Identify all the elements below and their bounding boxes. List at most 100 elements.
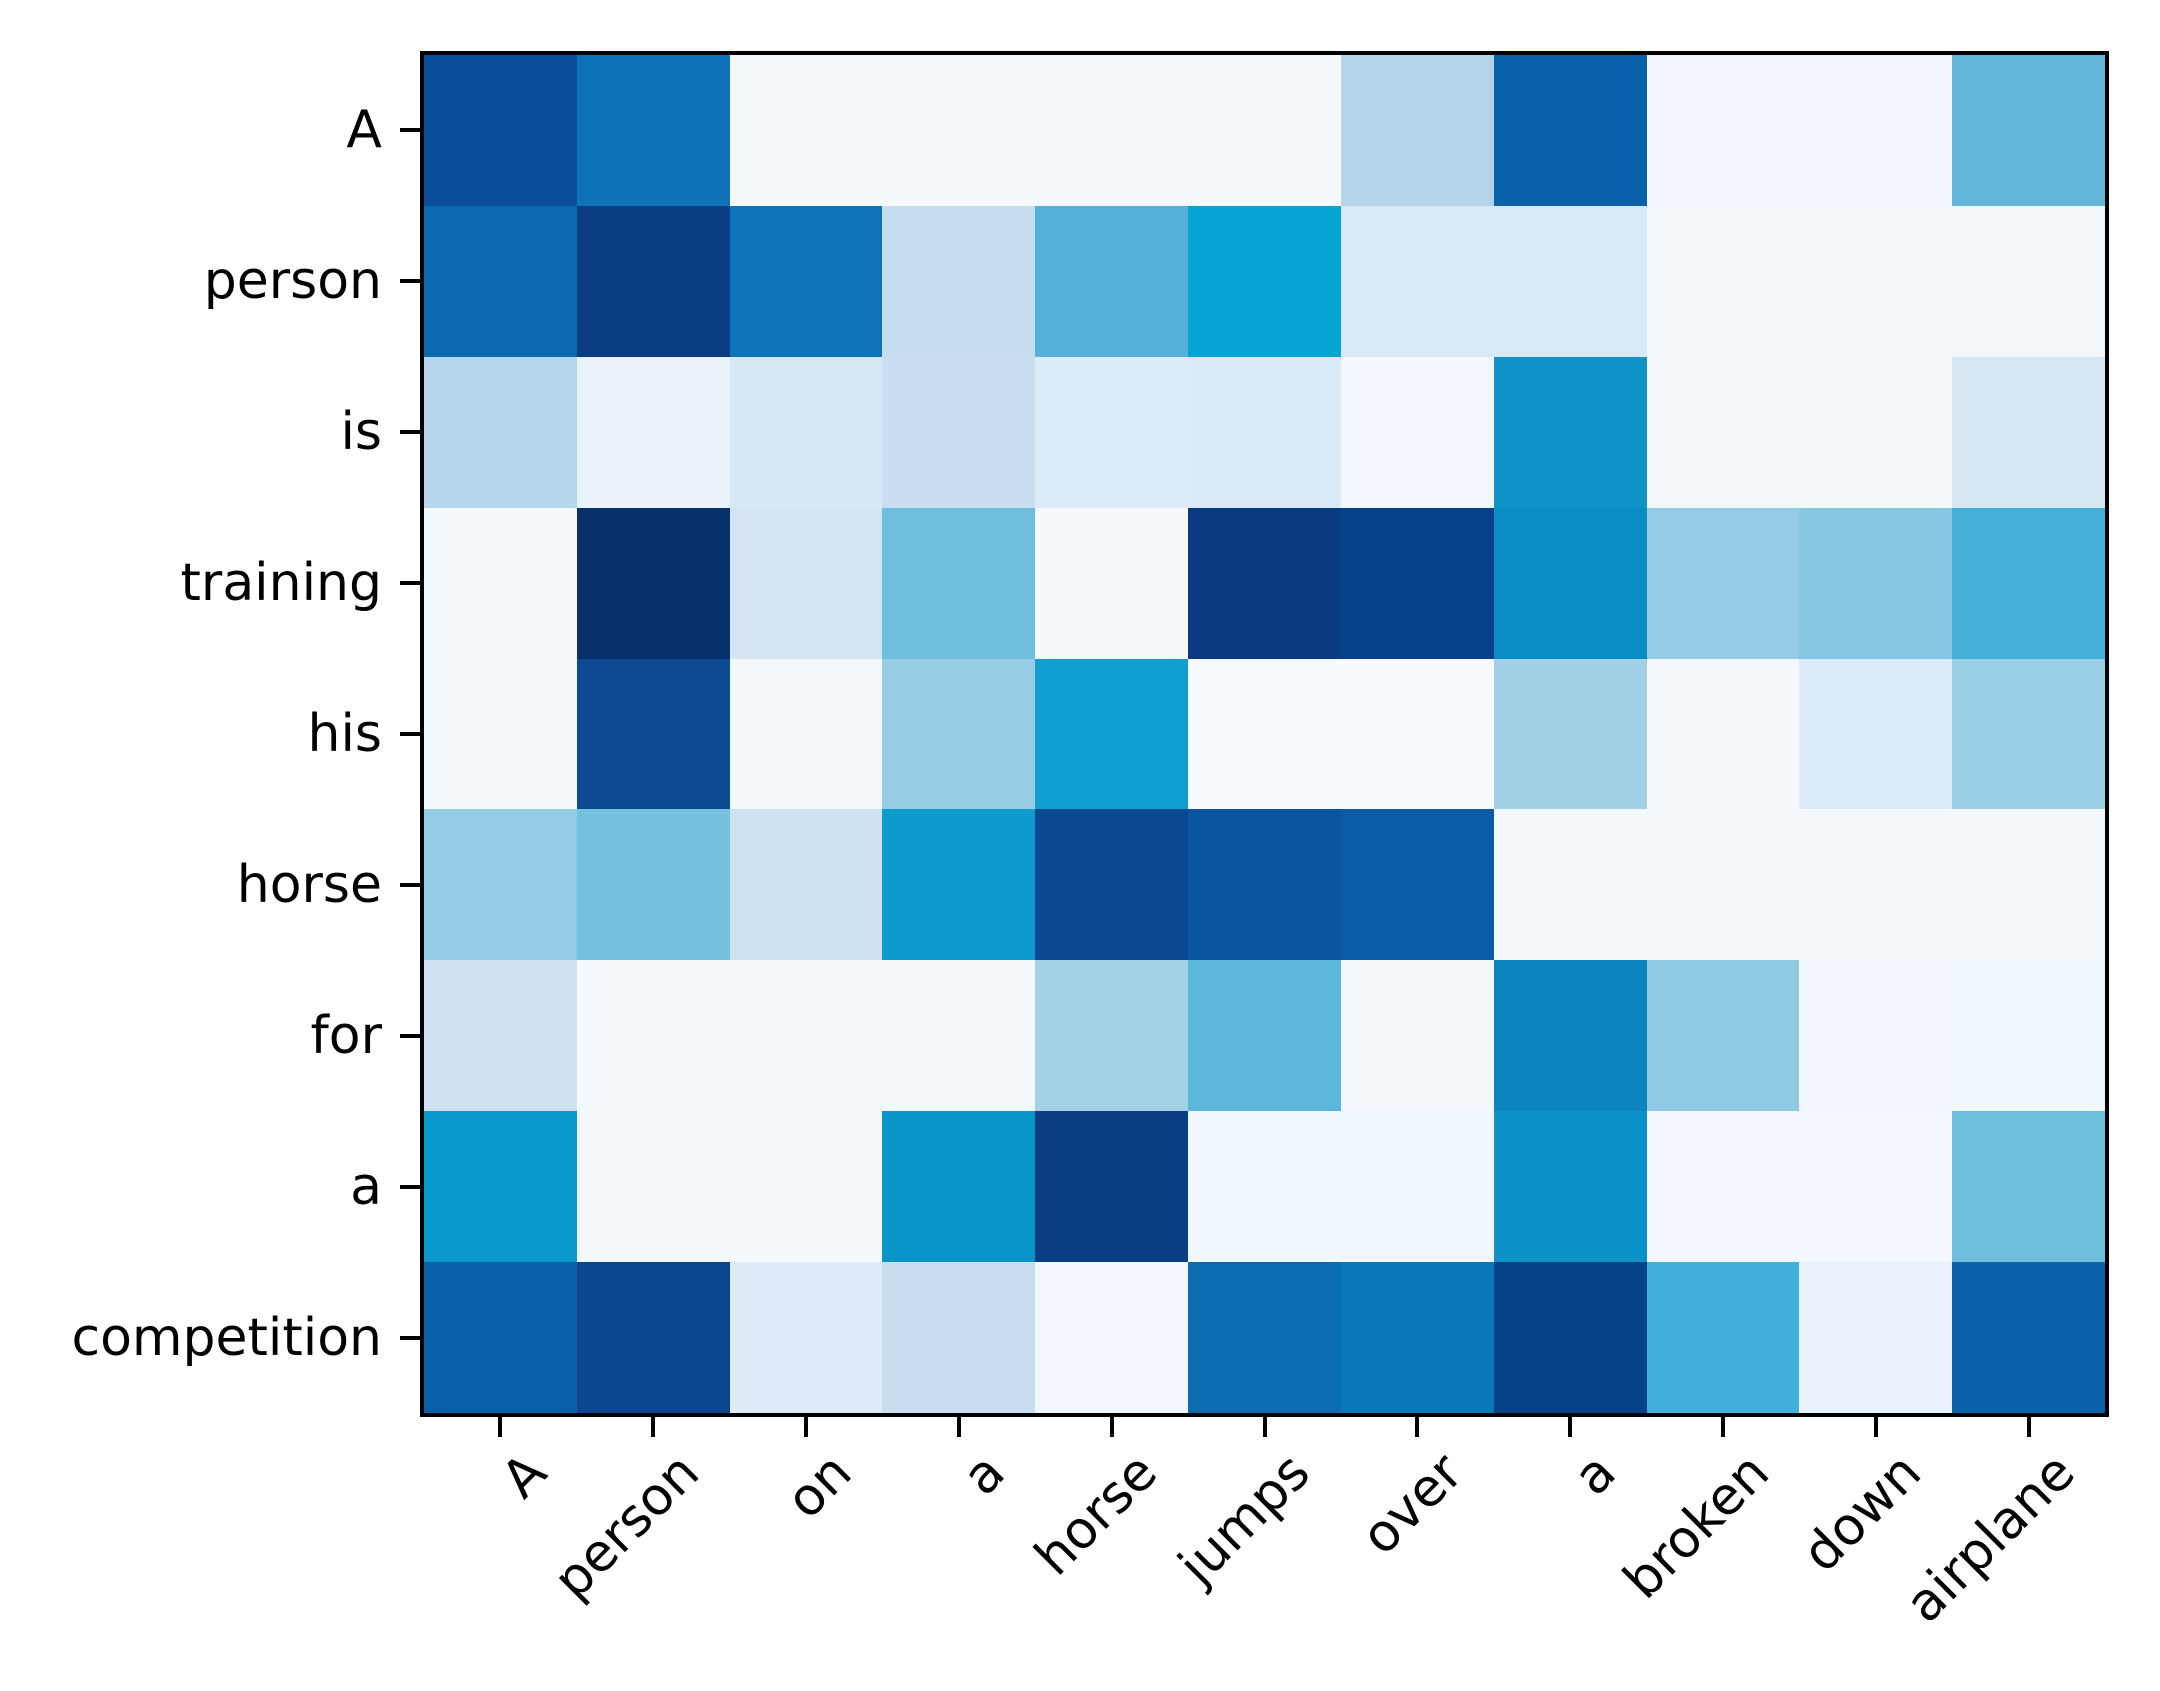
heatmap-cell xyxy=(576,356,730,508)
y-tick xyxy=(400,128,420,133)
heatmap-cell xyxy=(882,1111,1036,1263)
x-tick xyxy=(1262,1417,1267,1437)
heatmap-cell xyxy=(729,960,883,1112)
heatmap-cell xyxy=(424,1262,577,1413)
heatmap-cell xyxy=(1188,55,1341,206)
x-tick-label: broken xyxy=(1612,1442,1781,1611)
heatmap-cell xyxy=(1340,356,1494,508)
y-tick xyxy=(400,1033,420,1038)
heatmap-cell xyxy=(1952,356,2105,508)
heatmap-cell xyxy=(1799,658,1953,810)
heatmap-cell xyxy=(729,1262,883,1413)
heatmap-cell xyxy=(882,356,1036,508)
y-tick xyxy=(400,882,420,887)
x-tick xyxy=(1720,1417,1725,1437)
heatmap-cell xyxy=(424,55,577,206)
heatmap-cell xyxy=(1340,205,1494,357)
heatmap-cell xyxy=(1646,356,1800,508)
heatmap-cell xyxy=(576,658,730,810)
heatmap-cell xyxy=(1493,1262,1647,1413)
y-tick xyxy=(400,581,420,586)
heatmap-cell xyxy=(424,658,577,810)
heatmap-cell xyxy=(424,507,577,659)
heatmap-cell xyxy=(1340,55,1494,206)
heatmap-cell xyxy=(1035,960,1189,1112)
y-tick-label: a xyxy=(350,1156,382,1217)
heatmap-cell xyxy=(1952,1111,2105,1263)
heatmap-cell xyxy=(882,1262,1036,1413)
heatmap-cell xyxy=(1493,356,1647,508)
heatmap-cell xyxy=(424,1111,577,1263)
heatmap-cell xyxy=(1340,960,1494,1112)
heatmap-cell xyxy=(882,55,1036,206)
x-tick-label: on xyxy=(775,1442,864,1531)
heatmap-cell xyxy=(729,205,883,357)
heatmap-cell xyxy=(1493,55,1647,206)
x-tick-label: a xyxy=(1562,1442,1628,1508)
heatmap-cell xyxy=(576,55,730,206)
x-tick xyxy=(1109,1417,1114,1437)
heatmap-cell xyxy=(1035,1262,1189,1413)
heatmap-cell xyxy=(1952,960,2105,1112)
heatmap-cell xyxy=(1952,507,2105,659)
heatmap-cell xyxy=(1493,507,1647,659)
heatmap-cell xyxy=(1188,205,1341,357)
heatmap-cell xyxy=(882,205,1036,357)
heatmap-cell xyxy=(1340,658,1494,810)
x-tick xyxy=(498,1417,503,1437)
y-tick-label: for xyxy=(310,1005,383,1066)
heatmap-cell xyxy=(729,1111,883,1263)
heatmap-cell xyxy=(1340,1111,1494,1263)
heatmap-cell xyxy=(1035,1111,1189,1263)
heatmap-cell xyxy=(576,205,730,357)
heatmap-cell xyxy=(1188,507,1341,659)
y-tick-label: A xyxy=(346,100,382,161)
heatmap-cell xyxy=(576,1262,730,1413)
plot-area xyxy=(420,51,2109,1417)
heatmap-cell xyxy=(1799,960,1953,1112)
x-tick-label: over xyxy=(1350,1442,1475,1567)
heatmap-cell xyxy=(1035,356,1189,508)
heatmap-cell xyxy=(1035,658,1189,810)
heatmap-cell xyxy=(1340,507,1494,659)
heatmap-cell xyxy=(1799,205,1953,357)
heatmap-cell xyxy=(424,205,577,357)
heatmap-cell xyxy=(1646,809,1800,961)
y-tick xyxy=(400,1335,420,1340)
heatmap-cell xyxy=(882,507,1036,659)
x-tick-label: A xyxy=(490,1442,559,1510)
heatmap-cell xyxy=(1340,809,1494,961)
y-tick-label: his xyxy=(307,704,383,764)
heatmap-cell xyxy=(576,960,730,1112)
x-tick-label: a xyxy=(951,1442,1017,1508)
heatmap-cell xyxy=(1952,658,2105,810)
heatmap-cell xyxy=(882,809,1036,961)
heatmap-cell xyxy=(729,809,883,961)
heatmap-cell xyxy=(576,507,730,659)
y-tick-label: competition xyxy=(71,1307,382,1368)
heatmap-cell xyxy=(729,356,883,508)
heatmap-cell xyxy=(1188,809,1341,961)
heatmap-cell xyxy=(1952,809,2105,961)
heatmap-cell xyxy=(1799,1111,1953,1263)
y-tick xyxy=(400,279,420,284)
x-tick xyxy=(1415,1417,1420,1437)
heatmap-cell xyxy=(1799,356,1953,508)
y-tick-label: person xyxy=(203,251,382,312)
x-tick-label: down xyxy=(1791,1442,1934,1584)
y-tick-label: is xyxy=(340,402,382,463)
heatmap-cell xyxy=(1035,55,1189,206)
heatmap-cell xyxy=(1952,1262,2105,1413)
heatmap-cell xyxy=(424,960,577,1112)
heatmap-cell xyxy=(1493,1111,1647,1263)
heatmap-cell xyxy=(1188,658,1341,810)
heatmap-cell xyxy=(1188,356,1341,508)
x-tick-label: jumps xyxy=(1167,1442,1323,1597)
x-tick xyxy=(804,1417,809,1437)
x-tick xyxy=(651,1417,656,1437)
y-tick xyxy=(400,430,420,435)
heatmap-cell xyxy=(1035,507,1189,659)
heatmap-cell xyxy=(1493,658,1647,810)
heatmap-cell xyxy=(1646,960,1800,1112)
